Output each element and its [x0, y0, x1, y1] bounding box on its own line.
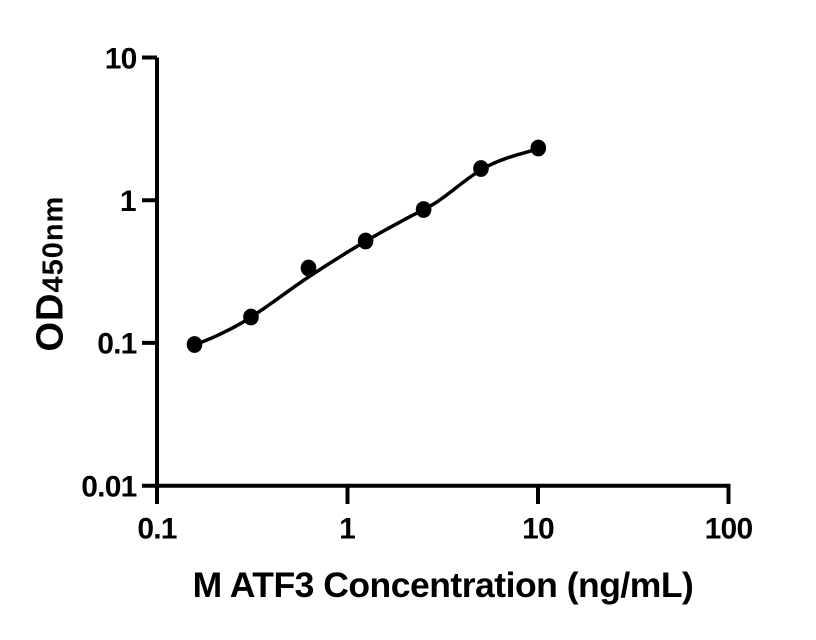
svg-text:1: 1	[339, 513, 356, 546]
svg-text:M ATF3 Concentration (ng/mL): M ATF3 Concentration (ng/mL)	[193, 565, 694, 605]
svg-text:0.1: 0.1	[137, 513, 176, 546]
svg-text:10: 10	[105, 42, 137, 75]
svg-text:0.1: 0.1	[97, 328, 136, 361]
svg-text:10: 10	[522, 513, 554, 546]
svg-text:1: 1	[120, 185, 137, 218]
svg-text:100: 100	[705, 513, 753, 546]
svg-text:OD450nm: OD450nm	[29, 196, 71, 352]
svg-text:0.01: 0.01	[81, 471, 136, 504]
